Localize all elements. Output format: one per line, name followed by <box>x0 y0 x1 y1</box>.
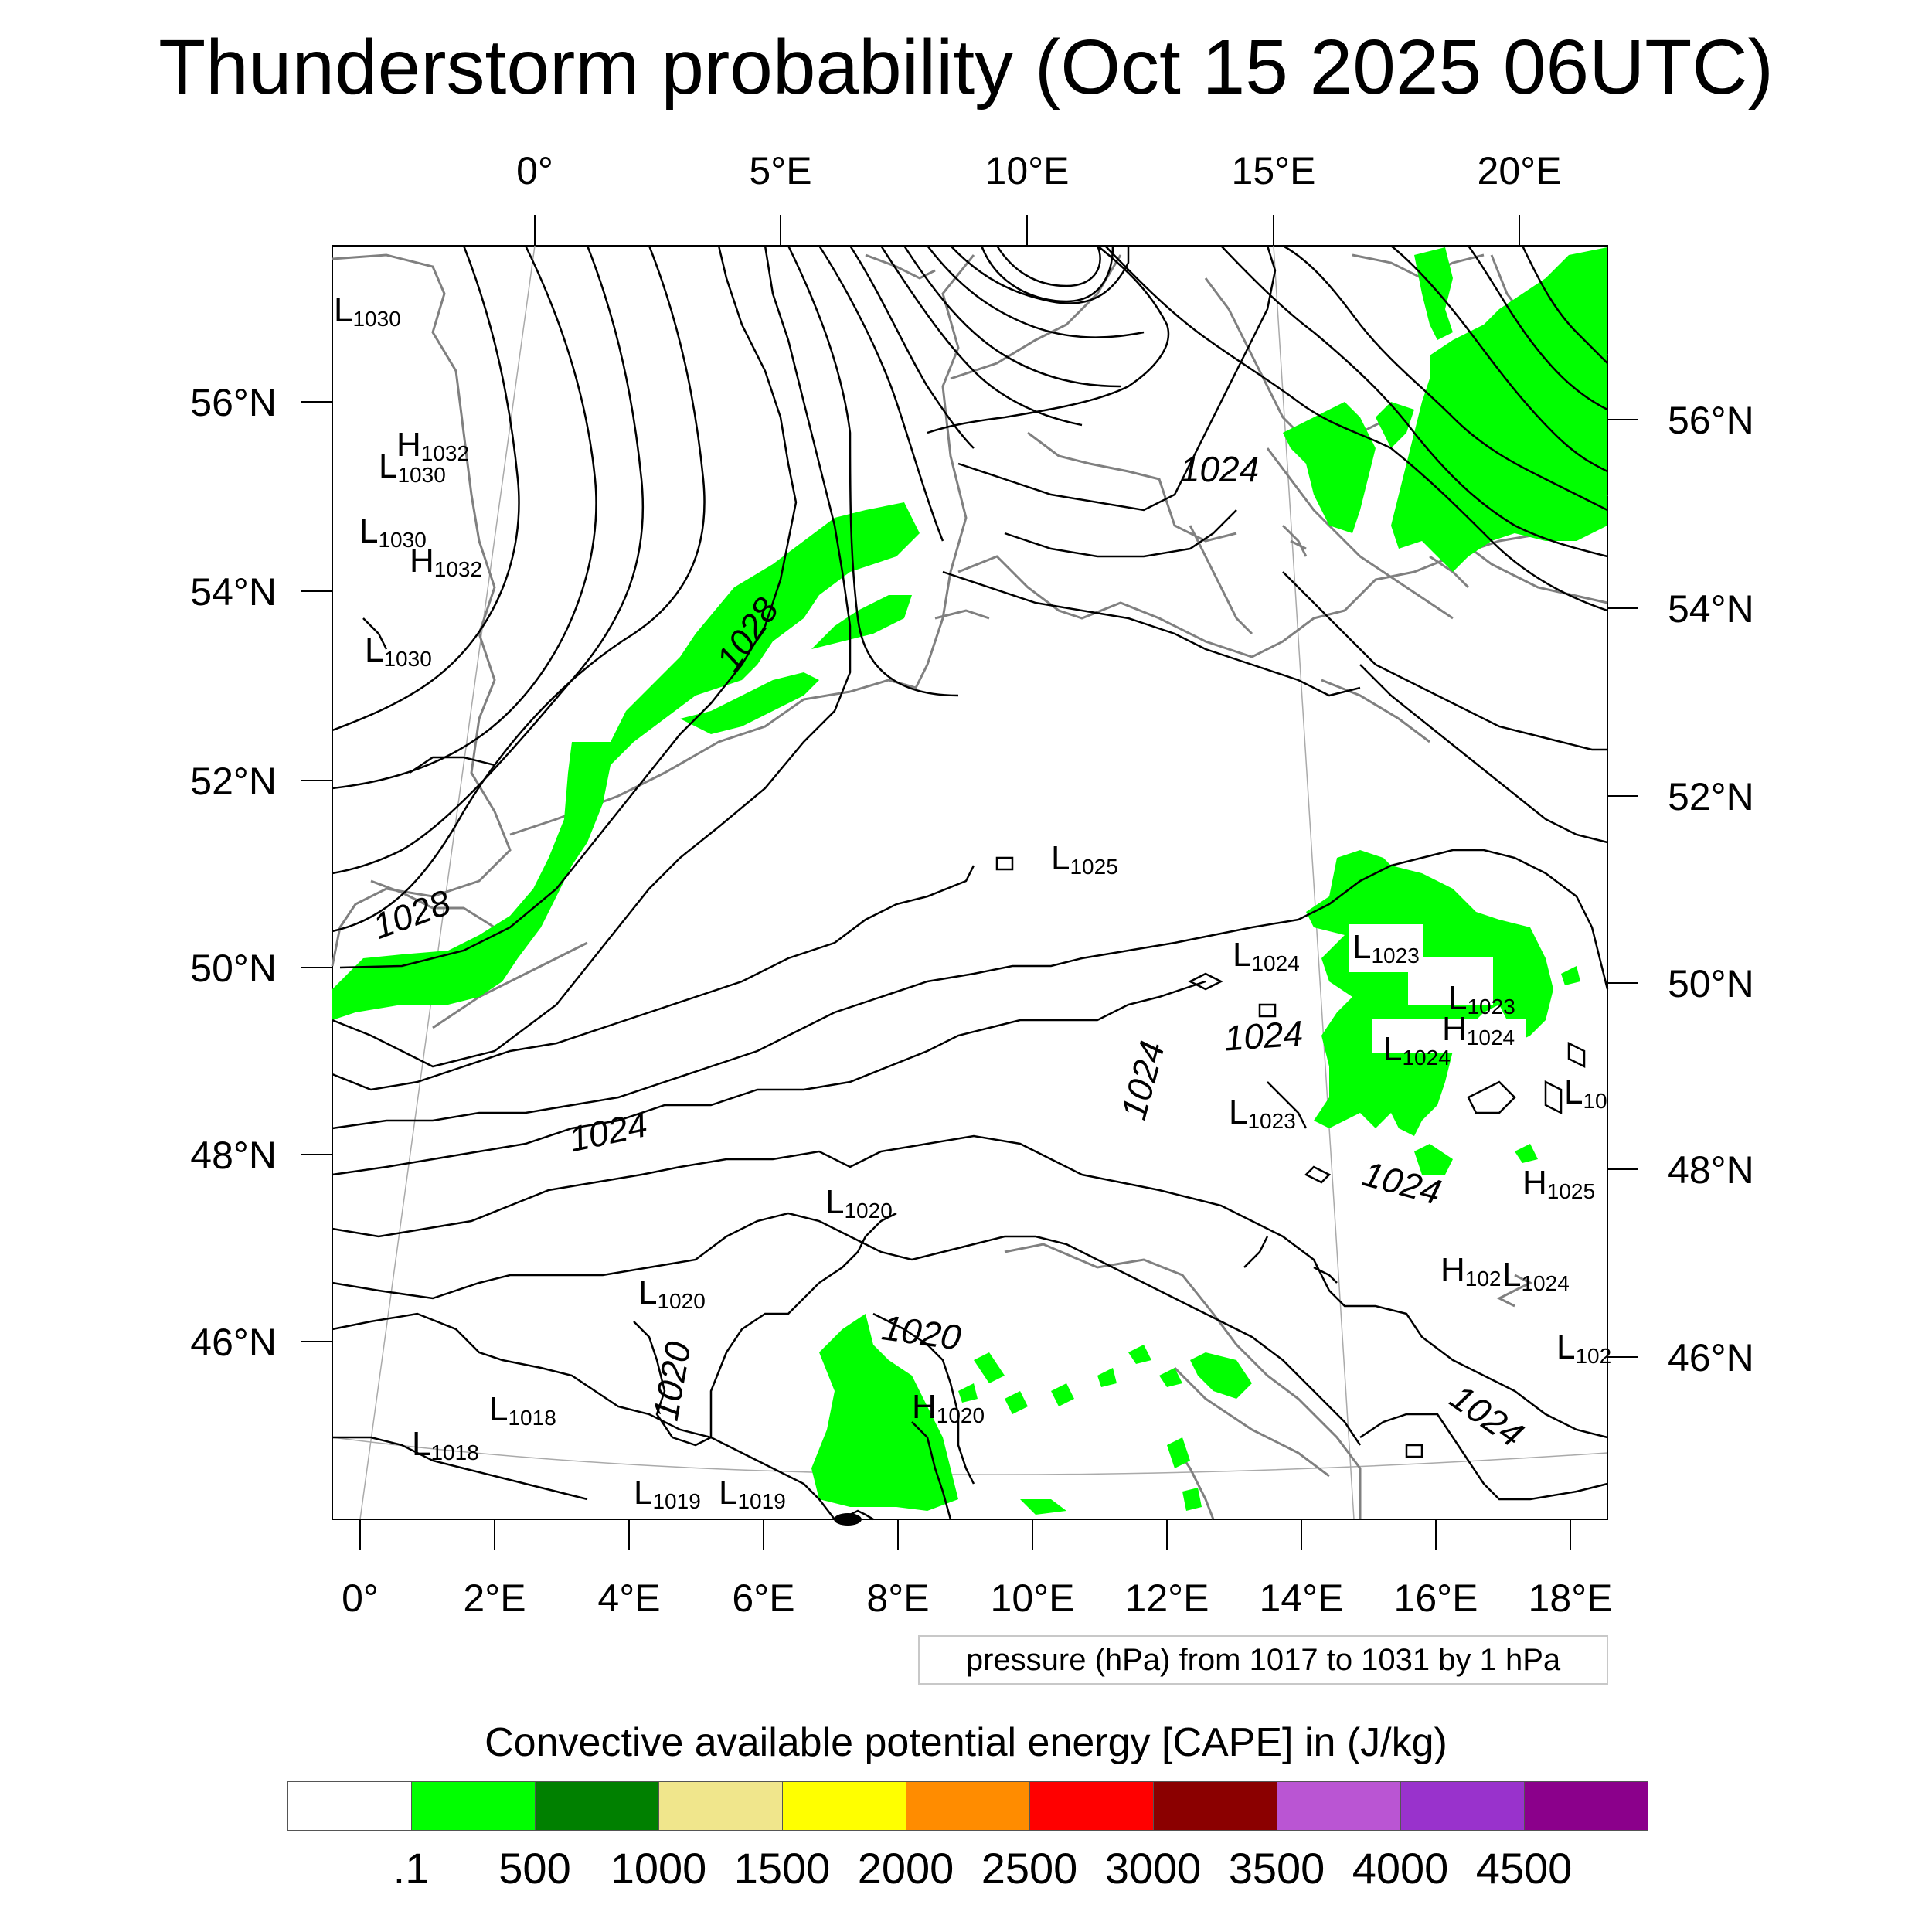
lon-label-top: 10°E <box>985 149 1070 192</box>
lon-label-bottom: 6°E <box>732 1577 794 1620</box>
map-frame <box>332 245 1608 1520</box>
colorbar-swatch <box>906 1781 1030 1831</box>
lat-label-left: 48°N <box>190 1134 277 1177</box>
pressure-center-label: L1030 <box>334 291 401 331</box>
lon-label-bottom: 0° <box>342 1577 379 1620</box>
lon-labels-bottom: 0° 2°E 4°E 6°E 8°E 10°E 12°E 14°E 16°E 1… <box>342 1577 1612 1620</box>
lat-label-right: 46°N <box>1668 1336 1754 1379</box>
lat-label-right: 56°N <box>1668 399 1754 442</box>
colorbar-swatch <box>535 1781 659 1831</box>
lat-label-left: 52°N <box>190 760 277 803</box>
colorbar-tick-label: .1 <box>393 1844 430 1893</box>
pressure-center-label: L1024 <box>1383 1030 1451 1070</box>
pressure-center-label: H1025 <box>1522 1164 1595 1203</box>
colorbar-swatch <box>1400 1781 1525 1831</box>
lon-label-bottom: 2°E <box>463 1577 526 1620</box>
lon-label-bottom: 8°E <box>866 1577 929 1620</box>
colorbar-swatch <box>1029 1781 1154 1831</box>
isobar-label: 1024 <box>1113 1037 1172 1124</box>
pressure-center-label: L1025 <box>1051 839 1118 879</box>
pressure-center-label: L1030 <box>359 512 427 552</box>
colorbar-swatch <box>1153 1781 1277 1831</box>
label-masks <box>1349 924 1526 1053</box>
pressure-center-label: L1023 <box>1448 979 1515 1019</box>
pressure-center-label: L1018 <box>412 1425 479 1464</box>
lon-label-top: 20°E <box>1478 149 1562 192</box>
colorbar-tick-label: 500 <box>498 1844 571 1893</box>
pressure-info-box: pressure (hPa) from 1017 to 1031 by 1 hP… <box>918 1635 1608 1685</box>
cape-shading <box>332 247 1607 1515</box>
colorbar-tick-label: 4000 <box>1352 1844 1449 1893</box>
pressure-center-label: L1019 <box>634 1474 701 1513</box>
lon-label-top: 5°E <box>749 149 811 192</box>
pressure-center-label: H102 <box>1440 1251 1502 1291</box>
colorbar-tick-label: 2500 <box>981 1844 1078 1893</box>
isobar-label: 1024 <box>1180 449 1259 489</box>
isobar-label: 1024 <box>565 1104 651 1159</box>
map-title: Thunderstorm probability (Oct 15 2025 06… <box>158 24 1774 111</box>
isobar-label: 1020 <box>879 1307 964 1358</box>
pressure-centers: L1030 H1032 L1030 L1030 H1032 L1030 L102… <box>334 291 1611 1513</box>
pressure-center-label: L1019 <box>719 1474 786 1513</box>
colorbar <box>287 1781 1648 1831</box>
lon-label-bottom: 4°E <box>597 1577 660 1620</box>
colorbar-tick-label: 3000 <box>1104 1844 1202 1893</box>
colorbar-tick-label: 2000 <box>857 1844 954 1893</box>
lat-label-right: 52°N <box>1668 775 1754 818</box>
pressure-center-label: L1020 <box>638 1274 706 1313</box>
lat-label-right: 48°N <box>1668 1148 1754 1192</box>
lon-label-bottom: 12°E <box>1125 1577 1209 1620</box>
axis-ticks <box>301 215 1638 1550</box>
pressure-center-label: L1023 <box>1352 928 1420 968</box>
colorbar-swatch <box>411 1781 536 1831</box>
lat-label-left: 56°N <box>190 381 277 424</box>
colorbar-tick-label: 4500 <box>1475 1844 1573 1893</box>
colorbar-tick-label: 3500 <box>1228 1844 1325 1893</box>
pressure-center-label: L1020 <box>825 1183 893 1223</box>
lon-label-bottom: 14°E <box>1260 1577 1344 1620</box>
pressure-center-label: H1020 <box>912 1388 985 1427</box>
lat-label-left: 46°N <box>190 1321 277 1364</box>
colorbar-swatch <box>1277 1781 1401 1831</box>
lon-label-top: 0° <box>516 149 553 192</box>
pressure-center-label: H1032 <box>410 542 482 581</box>
colorbar-tick-label: 1000 <box>610 1844 707 1893</box>
colorbar-swatch <box>658 1781 783 1831</box>
lon-label-top: 15°E <box>1232 149 1316 192</box>
lon-label-bottom: 18°E <box>1529 1577 1613 1620</box>
lat-label-right: 54°N <box>1668 587 1754 631</box>
pressure-center-label: L1030 <box>379 447 446 487</box>
pressure-center-label: H1032 <box>396 426 469 465</box>
lat-label-left: 54°N <box>190 570 277 614</box>
pressure-center-label: L1030 <box>365 631 432 671</box>
pressure-center-label: L1018 <box>489 1390 556 1430</box>
pressure-center-label: L10 <box>1564 1073 1607 1113</box>
isobar-labels: 1028 1028 1024 1024 1024 1024 1024 1024 … <box>368 449 1531 1455</box>
lon-label-bottom: 16°E <box>1394 1577 1478 1620</box>
lon-label-bottom: 10°E <box>991 1577 1075 1620</box>
colorbar-swatch <box>1524 1781 1648 1831</box>
pressure-center-label: L1023 <box>1229 1094 1296 1133</box>
lat-label-left: 50°N <box>190 947 277 990</box>
pressure-center-label: L102 <box>1556 1328 1611 1368</box>
pressure-center-label: L1024 <box>1502 1256 1570 1295</box>
colorbar-swatch <box>287 1781 412 1831</box>
lat-labels-right: 56°N 54°N 52°N 50°N 48°N 46°N <box>1668 399 1754 1379</box>
colorbar-swatch <box>782 1781 906 1831</box>
lat-labels-left: 56°N 54°N 52°N 50°N 48°N 46°N <box>190 381 277 1364</box>
lat-label-right: 50°N <box>1668 962 1754 1005</box>
pressure-blob <box>834 1513 862 1526</box>
isobar-label: 1024 <box>1223 1013 1304 1059</box>
colorbar-tick-label: 1500 <box>733 1844 831 1893</box>
lon-labels-top: 0° 5°E 10°E 15°E 20°E <box>516 149 1561 192</box>
pressure-center-label: H1024 <box>1442 1010 1515 1049</box>
colorbar-title: Convective available potential energy [C… <box>485 1720 1447 1765</box>
pressure-center-label: L1024 <box>1233 936 1300 975</box>
